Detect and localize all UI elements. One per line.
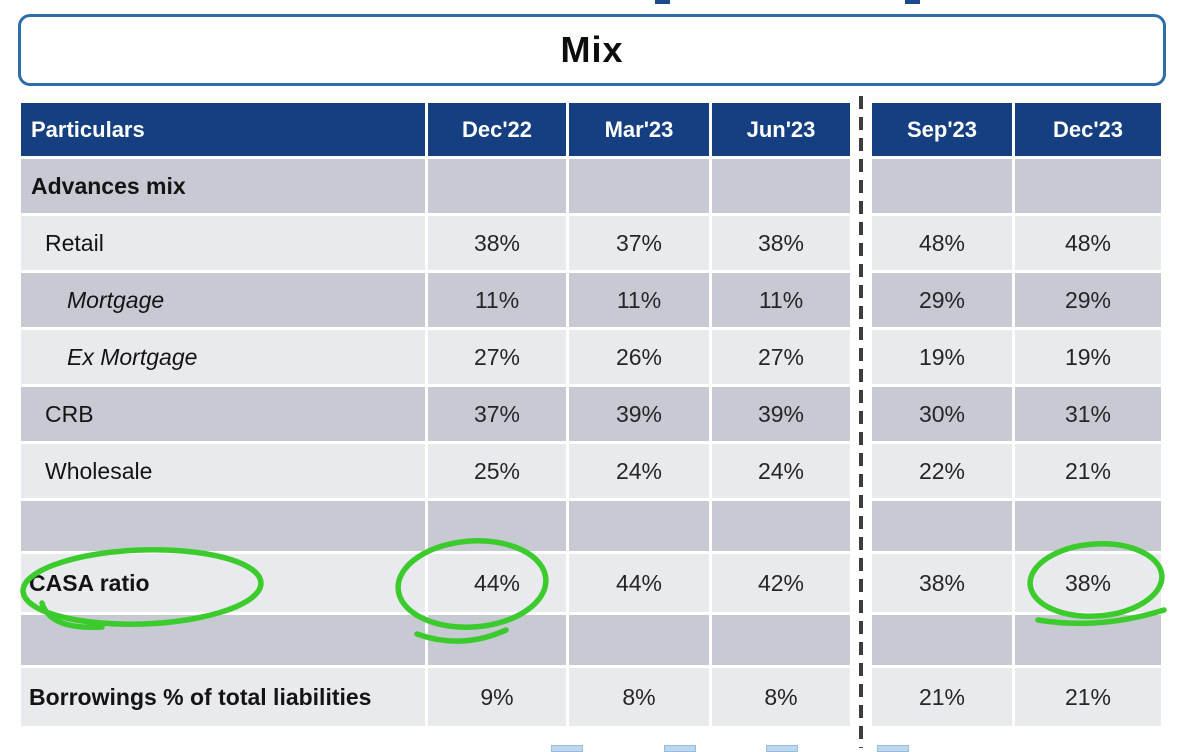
value-cell: 9%: [428, 668, 566, 726]
column-spacer: [853, 668, 869, 726]
row-label: [21, 501, 425, 551]
value-cell: 44%: [569, 554, 709, 612]
value-cell: 8%: [569, 668, 709, 726]
value-cell: [1015, 159, 1161, 213]
value-cell: 37%: [569, 216, 709, 270]
value-cell: 21%: [872, 668, 1012, 726]
value-cell: [872, 501, 1012, 551]
table-row-advances-mix: Advances mix: [21, 159, 1161, 213]
column-spacer: [853, 554, 869, 612]
value-cell: 19%: [1015, 330, 1161, 384]
value-cell: 8%: [712, 668, 850, 726]
table-row-blank: [21, 501, 1161, 551]
value-cell: 19%: [872, 330, 1012, 384]
value-cell: 27%: [428, 330, 566, 384]
value-cell: [569, 159, 709, 213]
value-cell: 11%: [569, 273, 709, 327]
value-cell: [569, 501, 709, 551]
top-edge-artifact: [655, 0, 670, 4]
value-cell: 48%: [872, 216, 1012, 270]
column-header-dec22: Dec'22: [428, 103, 566, 156]
column-header-mar23: Mar'23: [569, 103, 709, 156]
column-header-dec23: Dec'23: [1015, 103, 1161, 156]
column-spacer: [853, 273, 869, 327]
column-header-jun23: Jun'23: [712, 103, 850, 156]
column-spacer: [853, 501, 869, 551]
value-cell: [1015, 615, 1161, 665]
column-spacer: [853, 387, 869, 441]
value-cell: 38%: [712, 216, 850, 270]
column-spacer: [853, 216, 869, 270]
column-spacer: [853, 615, 869, 665]
value-cell: [872, 159, 1012, 213]
value-cell: [569, 615, 709, 665]
value-cell: 24%: [569, 444, 709, 498]
title-box: Mix: [18, 14, 1166, 86]
value-cell: 48%: [1015, 216, 1161, 270]
column-spacer: [853, 330, 869, 384]
table-row-casa-ratio: CASA ratio 44% 44% 42% 38% 38%: [21, 554, 1161, 612]
value-cell: 25%: [428, 444, 566, 498]
bottom-edge-artifact: [664, 745, 696, 752]
value-cell: 11%: [712, 273, 850, 327]
value-cell: [428, 159, 566, 213]
value-cell: 37%: [428, 387, 566, 441]
page-title: Mix: [560, 29, 624, 70]
row-label: [21, 615, 425, 665]
column-header-particulars: Particulars: [21, 103, 425, 156]
table-header-row: Particulars Dec'22 Mar'23 Jun'23 Sep'23 …: [21, 103, 1161, 156]
value-cell: 29%: [872, 273, 1012, 327]
value-cell: 27%: [712, 330, 850, 384]
value-cell: 42%: [712, 554, 850, 612]
value-cell: 24%: [712, 444, 850, 498]
bottom-edge-artifact: [551, 745, 583, 752]
table-row-blank: [21, 615, 1161, 665]
value-cell: [872, 615, 1012, 665]
row-label: Advances mix: [21, 159, 425, 213]
row-label: CASA ratio: [21, 554, 425, 612]
table-row-mortgage: Mortgage 11% 11% 11% 29% 29%: [21, 273, 1161, 327]
mix-table: Particulars Dec'22 Mar'23 Jun'23 Sep'23 …: [18, 100, 1164, 729]
row-label: Ex Mortgage: [21, 330, 425, 384]
value-cell: [712, 615, 850, 665]
value-cell: 38%: [872, 554, 1012, 612]
value-cell: 21%: [1015, 668, 1161, 726]
value-cell: [712, 501, 850, 551]
value-cell: 38%: [1015, 554, 1161, 612]
value-cell: 11%: [428, 273, 566, 327]
value-cell: 31%: [1015, 387, 1161, 441]
value-cell: 30%: [872, 387, 1012, 441]
column-spacer: [853, 444, 869, 498]
table-row-borrowings: Borrowings % of total liabilities 9% 8% …: [21, 668, 1161, 726]
value-cell: 38%: [428, 216, 566, 270]
value-cell: 44%: [428, 554, 566, 612]
column-header-sep23: Sep'23: [872, 103, 1012, 156]
header-spacer: [853, 103, 869, 156]
value-cell: [428, 501, 566, 551]
value-cell: 29%: [1015, 273, 1161, 327]
row-label: Retail: [21, 216, 425, 270]
table-row-wholesale: Wholesale 25% 24% 24% 22% 21%: [21, 444, 1161, 498]
row-label: Borrowings % of total liabilities: [21, 668, 425, 726]
value-cell: 39%: [712, 387, 850, 441]
value-cell: [1015, 501, 1161, 551]
value-cell: 26%: [569, 330, 709, 384]
row-label: Mortgage: [21, 273, 425, 327]
value-cell: 21%: [1015, 444, 1161, 498]
value-cell: 39%: [569, 387, 709, 441]
value-cell: 22%: [872, 444, 1012, 498]
bottom-edge-artifact: [766, 745, 798, 752]
value-cell: [712, 159, 850, 213]
row-label: CRB: [21, 387, 425, 441]
table-row-crb: CRB 37% 39% 39% 30% 31%: [21, 387, 1161, 441]
table-row-retail: Retail 38% 37% 38% 48% 48%: [21, 216, 1161, 270]
table-row-ex-mortgage: Ex Mortgage 27% 26% 27% 19% 19%: [21, 330, 1161, 384]
row-label: Wholesale: [21, 444, 425, 498]
top-edge-artifact: [905, 0, 920, 4]
value-cell: [428, 615, 566, 665]
bottom-edge-artifact: [877, 745, 909, 752]
column-spacer: [853, 159, 869, 213]
